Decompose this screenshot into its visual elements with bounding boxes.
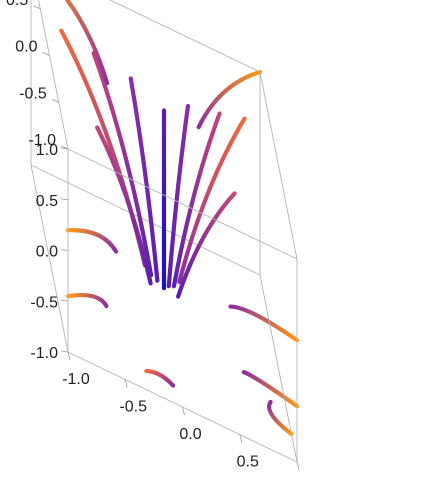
streamline [267,399,294,437]
streamline [166,103,191,289]
streamline [65,292,109,309]
y-tick-label: -0.5 [19,85,47,102]
box-edge [30,164,261,276]
x-tick-label: -0.5 [119,399,147,416]
streamline [91,50,154,278]
z-tick-label: 1.0 [36,142,58,159]
y-tick-mark [51,98,59,103]
streamline [228,304,300,343]
streamline [171,111,222,289]
z-tick-mark [60,299,69,302]
streamline [65,228,119,254]
streamline [241,370,300,409]
x-tick-label: -1.0 [62,371,90,388]
streamline [95,125,153,286]
streamline [128,76,160,283]
x-tick-mark [67,351,71,361]
box-edge [67,148,298,260]
x-tick-mark [124,379,128,388]
x-tick-label: 0.0 [179,426,201,443]
streamline [196,69,263,130]
x-tick-mark [239,434,243,443]
x-tick-mark [182,406,185,416]
x-tick-mark [296,461,300,471]
y-tick-label: 0.0 [15,39,37,56]
z-tick-label: -1.0 [30,345,58,362]
z-tick-mark [60,350,69,353]
box-edge [259,274,298,463]
z-tick-label: 0.5 [36,193,58,210]
streamline [144,368,176,388]
streamline [177,116,247,285]
box-edge [30,164,69,353]
y-tick-mark [33,5,41,10]
box-edge [38,0,69,150]
z-tick-label: -0.5 [30,294,58,311]
y-tick-label: 0.5 [6,0,28,9]
z-tick-mark [60,249,69,251]
box-edge [259,71,298,260]
y-tick-mark [42,52,50,56]
plot-box-front-edges [38,0,298,463]
y-tick-mark [60,145,69,150]
streamlines [59,0,300,437]
plot-box-back-edges [30,0,261,353]
box-edge [109,0,261,73]
streamline [176,191,237,299]
z-tick-mark [60,198,69,201]
streamline [64,0,110,86]
axis-ticks: -1.0-0.50.00.51.0-1.0-0.50.00.51.0-1.0-0… [6,0,316,482]
x-tick-label: 0.5 [237,454,259,471]
z-tick-label: 0.0 [36,244,58,261]
y-tick-label: -1.0 [28,132,56,149]
